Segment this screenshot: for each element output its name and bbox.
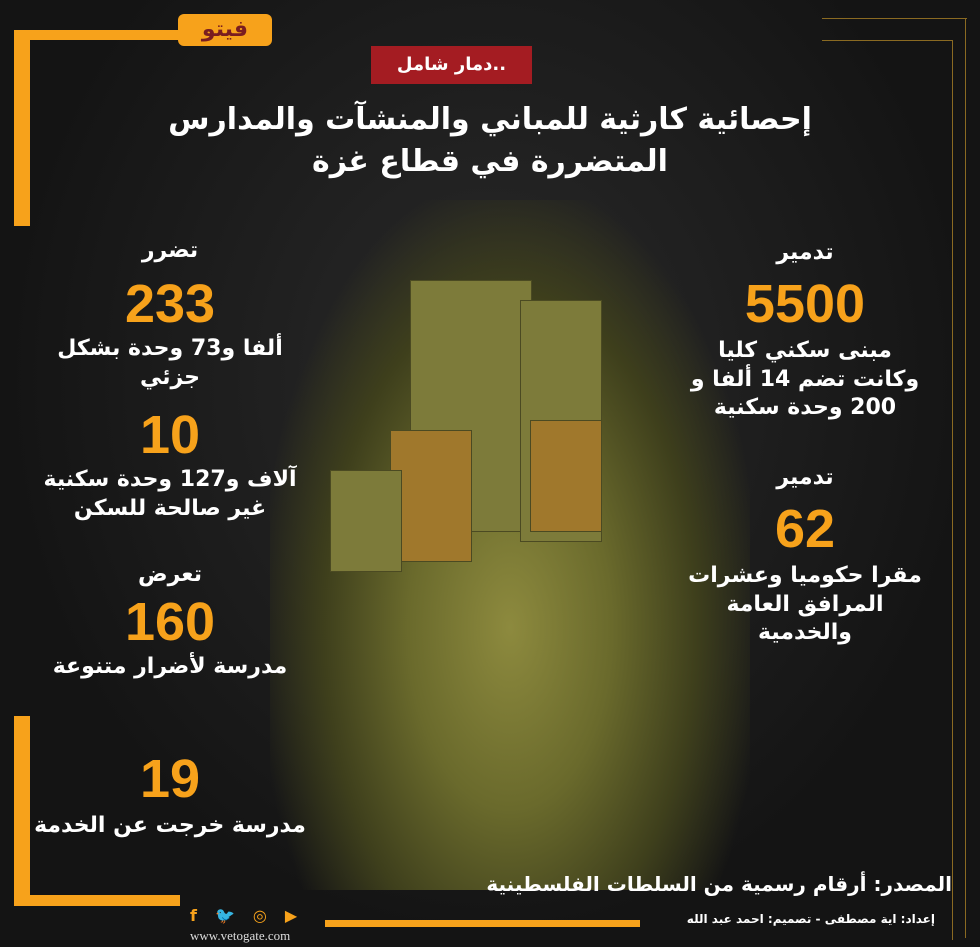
stat-right-2: تدمير 62 مقرا حكوميا وعشرات المرافق العا… bbox=[660, 465, 950, 648]
frame-segment bbox=[14, 186, 30, 226]
frame-gold-line bbox=[965, 18, 966, 938]
stat-desc: ألفا و73 وحدة بشكل جزئي bbox=[57, 336, 283, 390]
frame-bar-top bbox=[14, 30, 180, 40]
website-url[interactable]: www.vetogate.com bbox=[190, 928, 291, 943]
social-icons: f 🐦 ◎ ▶ bbox=[190, 906, 297, 925]
stat-desc: المرافق العامة bbox=[726, 591, 884, 617]
frame-gold-line bbox=[822, 18, 967, 19]
credits-text: إعداد: اية مصطفى - تصميم: احمد عبد الله bbox=[686, 912, 935, 926]
stat-desc: مبنى سكني كليا bbox=[718, 338, 892, 363]
instagram-icon[interactable]: ◎ bbox=[252, 906, 267, 925]
source-text: المصدر: أرقام رسمية من السلطات الفلسطيني… bbox=[486, 872, 952, 896]
stat-desc: آلاف و127 وحدة سكنية bbox=[43, 467, 297, 492]
stat-number: 10 bbox=[139, 405, 201, 465]
destroyed-building-image bbox=[270, 200, 750, 890]
stat-desc: والخدمية bbox=[758, 620, 852, 646]
stat-desc: مقرا حكوميا وعشرات bbox=[688, 563, 922, 588]
stat-number: 19 bbox=[139, 749, 201, 809]
frame-gold-line bbox=[952, 40, 953, 940]
stat-left-4: 19 مدرسة خرجت عن الخدمة bbox=[30, 752, 310, 841]
stat-label: تضرر bbox=[141, 238, 199, 263]
stat-left-1: تضرر 233 ألفا و73 وحدة بشكل جزئي bbox=[30, 238, 310, 392]
stat-desc: مدرسة لأضرار متنوعة bbox=[52, 654, 288, 679]
stat-number: 233 bbox=[124, 274, 216, 334]
frame-bar-bottom bbox=[14, 895, 180, 906]
stat-label: تعرض bbox=[138, 562, 202, 587]
title-line1: إحصائية كارثية للمباني والمنشآت والمدارس bbox=[168, 102, 812, 137]
footer-bar bbox=[325, 920, 640, 927]
frame-segment bbox=[14, 162, 30, 180]
twitter-icon[interactable]: 🐦 bbox=[214, 906, 235, 925]
stat-right-1: تدمير 5500 مبنى سكني كليا وكانت تضم 14 أ… bbox=[660, 240, 950, 423]
stat-left-2: 10 آلاف و127 وحدة سكنية غير صالحة للسكن bbox=[30, 408, 310, 523]
stat-label: تدمير bbox=[776, 240, 834, 265]
stat-label: تدمير bbox=[776, 465, 834, 490]
youtube-icon[interactable]: ▶ bbox=[284, 906, 298, 925]
stat-desc: غير صالحة للسكن bbox=[73, 495, 267, 521]
title-line2: المتضررة في قطاع غزة bbox=[312, 144, 668, 179]
stat-left-3: تعرض 160 مدرسة لأضرار متنوعة bbox=[30, 562, 310, 682]
tag-label: دمار شامل.. bbox=[371, 46, 532, 84]
frame-segment bbox=[14, 138, 30, 156]
logo: فيتو bbox=[178, 14, 272, 46]
stat-number: 5500 bbox=[744, 274, 866, 334]
stat-desc: 200 وحدة سكنية bbox=[713, 395, 897, 421]
facebook-icon[interactable]: f bbox=[190, 906, 197, 925]
stat-number: 160 bbox=[124, 592, 216, 652]
frame-bar-left-bottom bbox=[14, 716, 30, 906]
stat-number: 62 bbox=[774, 499, 836, 559]
stat-desc: مدرسة خرجت عن الخدمة bbox=[34, 813, 306, 838]
frame-gold-line bbox=[822, 40, 952, 41]
stat-desc: وكانت تضم 14 ألفا و bbox=[690, 366, 920, 392]
